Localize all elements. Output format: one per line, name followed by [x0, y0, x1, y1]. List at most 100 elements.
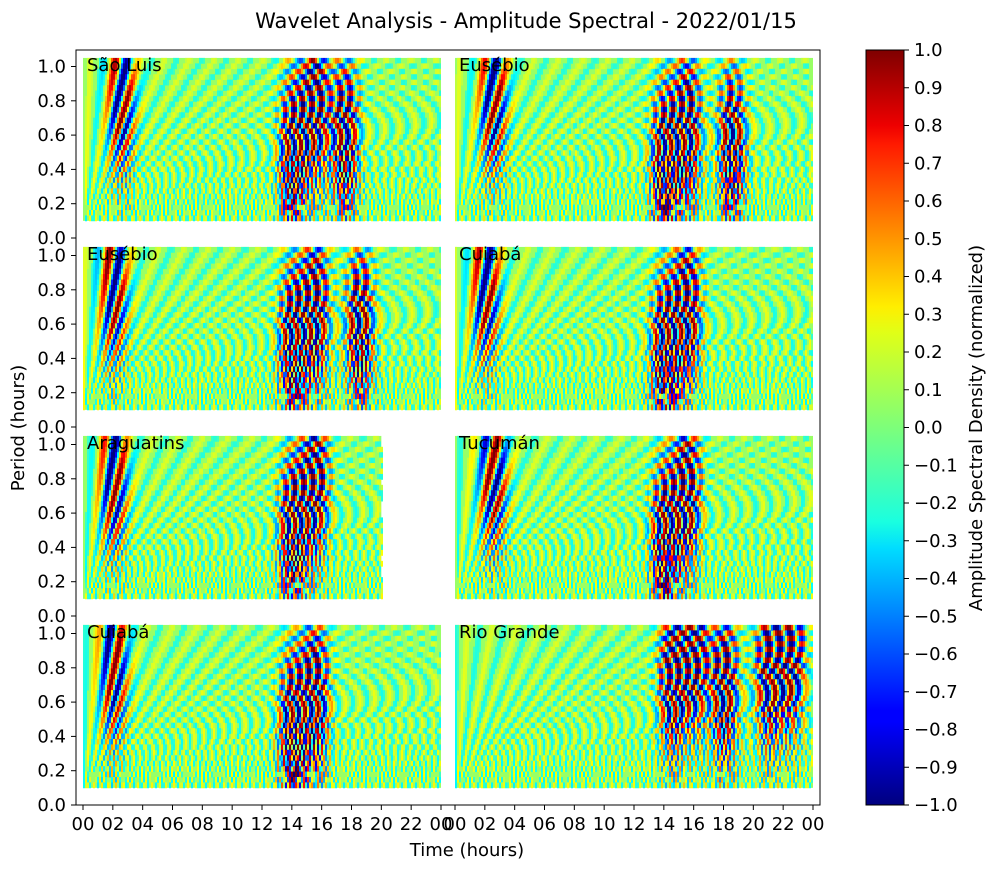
heatmap-cell — [247, 101, 249, 107]
heatmap-cell — [397, 199, 399, 205]
heatmap-cell — [89, 123, 91, 129]
heatmap-cell — [475, 96, 477, 102]
heatmap-cell — [297, 194, 299, 200]
heatmap-cell — [315, 167, 317, 173]
heatmap-cell — [197, 101, 199, 107]
heatmap-cell — [369, 156, 371, 162]
heatmap-cell — [591, 96, 593, 102]
heatmap-cell — [105, 139, 107, 145]
heatmap-cell — [207, 210, 209, 216]
heatmap-cell — [173, 101, 175, 107]
heatmap-cell — [367, 188, 369, 194]
heatmap-cell — [145, 177, 147, 183]
heatmap-cell — [261, 96, 263, 102]
heatmap-cell — [287, 134, 289, 140]
heatmap-cell — [635, 85, 637, 91]
heatmap-cell — [313, 161, 315, 167]
heatmap-cell — [221, 107, 223, 113]
heatmap-cell — [131, 145, 133, 151]
heatmap-cell — [263, 183, 265, 189]
heatmap-cell — [231, 96, 233, 102]
heatmap-cell — [717, 58, 719, 64]
heatmap-cell — [271, 63, 273, 69]
heatmap-cell — [643, 101, 645, 107]
heatmap-cell — [433, 139, 435, 145]
heatmap-cell — [239, 161, 241, 167]
heatmap-cell — [103, 167, 105, 173]
heatmap-cell — [731, 91, 733, 97]
heatmap-cell — [381, 96, 383, 102]
heatmap-cell — [577, 69, 579, 75]
heatmap-cell — [277, 177, 279, 183]
heatmap-cell — [373, 183, 375, 189]
heatmap-cell — [115, 172, 117, 178]
heatmap-cell — [683, 96, 685, 102]
heatmap-cell — [365, 118, 367, 124]
heatmap-cell — [355, 139, 357, 145]
heatmap-cell — [779, 96, 781, 102]
heatmap-cell — [133, 194, 135, 200]
heatmap-cell — [169, 85, 171, 91]
heatmap-cell — [757, 69, 759, 75]
heatmap-cell — [225, 215, 227, 221]
heatmap-cell — [587, 80, 589, 86]
heatmap-cell — [377, 129, 379, 135]
heatmap-cell — [541, 69, 543, 75]
heatmap-cell — [617, 91, 619, 97]
heatmap-cell — [211, 129, 213, 135]
heatmap-cell — [701, 101, 703, 107]
heatmap-cell — [555, 96, 557, 102]
heatmap-cell — [161, 118, 163, 124]
heatmap-cell — [259, 183, 261, 189]
heatmap-cell — [427, 177, 429, 183]
heatmap-cell — [133, 150, 135, 156]
heatmap-cell — [277, 139, 279, 145]
heatmap-cell — [143, 183, 145, 189]
heatmap-cell — [525, 96, 527, 102]
heatmap-cell — [759, 96, 761, 102]
heatmap-cell — [307, 145, 309, 151]
heatmap-cell — [197, 96, 199, 102]
heatmap-cell — [319, 101, 321, 107]
heatmap-cell — [143, 199, 145, 205]
heatmap-cell — [139, 96, 141, 102]
heatmap-cell — [153, 167, 155, 173]
heatmap-cell — [183, 161, 185, 167]
heatmap-cell — [351, 172, 353, 178]
heatmap-cell — [185, 150, 187, 156]
heatmap-cell — [311, 177, 313, 183]
heatmap-cell — [737, 85, 739, 91]
heatmap-cell — [315, 134, 317, 140]
heatmap-cell — [345, 80, 347, 86]
heatmap-cell — [143, 215, 145, 221]
heatmap-cell — [289, 101, 291, 107]
heatmap-cell — [455, 101, 457, 107]
heatmap-cell — [653, 101, 655, 107]
heatmap-cell — [753, 80, 755, 86]
heatmap-cell — [357, 96, 359, 102]
heatmap-cell — [311, 134, 313, 140]
heatmap-cell — [233, 118, 235, 124]
heatmap-cell — [155, 145, 157, 151]
heatmap-cell — [651, 96, 653, 102]
heatmap-cell — [223, 188, 225, 194]
heatmap-cell — [693, 58, 695, 64]
heatmap-cell — [303, 172, 305, 178]
heatmap-cell — [267, 91, 269, 97]
heatmap-cell — [257, 74, 259, 80]
heatmap-cell — [339, 199, 341, 205]
heatmap-cell — [641, 101, 643, 107]
heatmap-cell — [751, 96, 753, 102]
heatmap-cell — [297, 161, 299, 167]
heatmap-cell — [123, 101, 125, 107]
heatmap-cell — [323, 183, 325, 189]
heatmap-cell — [687, 69, 689, 75]
heatmap-cell — [213, 123, 215, 129]
heatmap-cell — [137, 129, 139, 135]
heatmap-cell — [389, 172, 391, 178]
heatmap-cell — [403, 205, 405, 211]
heatmap-cell — [153, 161, 155, 167]
heatmap-cell — [477, 85, 479, 91]
heatmap-cell — [663, 101, 665, 107]
